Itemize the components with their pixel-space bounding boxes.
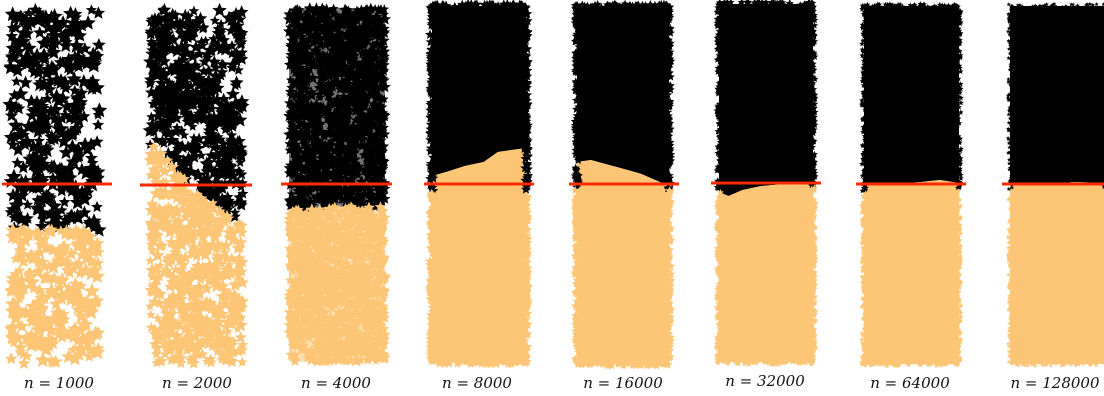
light-region-64000 [864,180,959,364]
light-edge-8000 [425,188,533,369]
dark-region-16000 [577,6,669,186]
dark-region-64000 [864,6,959,185]
panel-64000 [856,1,966,369]
dark-region-32000 [719,4,813,196]
panel-label-n16000: n = 16000 [583,374,663,392]
dark-stars-4000 [283,2,392,214]
light-region-32000 [719,182,813,362]
panel-label-n8000: n = 8000 [442,374,512,392]
panel-16000 [569,0,679,370]
panel-128000 [1002,1,1104,368]
panel-32000 [711,0,821,367]
panel-1000 [2,2,112,369]
panel-label-n32000: n = 32000 [725,372,805,390]
panel-4000 [281,2,392,367]
light-region-128000 [1010,182,1104,364]
panel-label-n4000: n = 4000 [301,374,371,392]
dark-stars-1000 [2,2,108,237]
panel-label-n64000: n = 64000 [870,374,950,392]
light-stars-2000 [143,140,250,369]
dark-region-8000 [432,6,526,176]
panel-8000 [424,0,534,369]
light-edge-16000 [570,185,676,370]
light-stars-4000 [283,201,392,367]
light-region-8000 [432,148,526,362]
panel-2000 [140,2,252,369]
light-stars-1000 [4,222,106,369]
panel-label-n2000: n = 2000 [162,374,232,392]
dark-edge-8000 [425,0,533,195]
dark-region-128000 [1010,6,1104,185]
panel-label-n1000: n = 1000 [24,374,94,392]
dark-edge-16000 [570,0,676,194]
panel-label-n128000: n = 128000 [1010,374,1100,392]
light-region-16000 [577,160,669,364]
dark-stars-2000 [142,2,250,222]
